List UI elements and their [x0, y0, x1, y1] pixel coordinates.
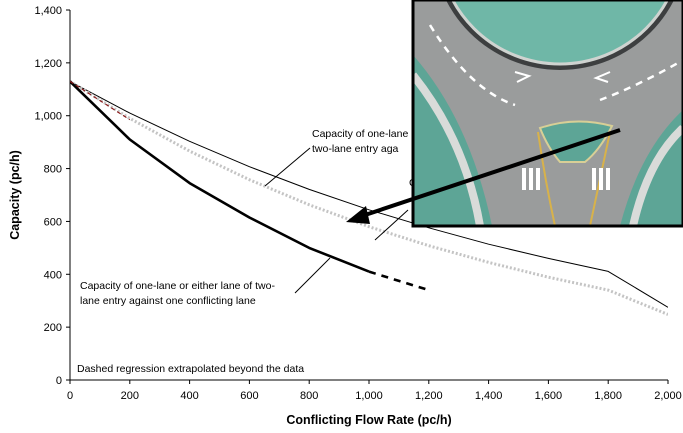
y-tick-label: 200 — [44, 322, 62, 334]
annotation-note: Dashed regression extrapolated beyond th… — [77, 363, 304, 375]
callout-arrow — [346, 128, 621, 224]
x-tick-label: 600 — [240, 390, 258, 402]
x-tick-label: 0 — [67, 390, 73, 402]
x-tick-label: 1,600 — [535, 390, 563, 402]
y-tick-label: 0 — [56, 375, 62, 387]
y-tick-label: 800 — [44, 164, 62, 176]
x-tick-label: 1,200 — [415, 390, 443, 402]
annotation-bottom-line2: lane entry against one conflicting lane — [80, 295, 256, 307]
x-tick-label: 400 — [180, 390, 198, 402]
series-line-thin-solid — [70, 80, 668, 308]
series-group — [70, 80, 668, 316]
x-tick-label: 1,800 — [594, 390, 622, 402]
x-tick-label: 1,400 — [475, 390, 503, 402]
series-line-thick-dashed — [368, 270, 430, 292]
annotation-bottom-pointer — [294, 257, 331, 294]
tick-group: 0 200 400 600 800 1,000 1,200 1,400 1,600 1,800 2,… — [34, 5, 681, 402]
y-tick-label: 1,000 — [34, 111, 62, 123]
y-axis-title: Capacity (pc/h) — [8, 150, 22, 240]
annotation-top-line2: two-lane entry aga — [312, 143, 399, 155]
series-line-regression-short — [70, 80, 131, 121]
x-tick-label: 800 — [300, 390, 318, 402]
y-tick-label: 1,200 — [34, 58, 62, 70]
y-tick-label: 600 — [44, 216, 62, 228]
x-axis-title: Conflicting Flow Rate (pc/h) — [286, 413, 451, 427]
y-tick-label: 1,400 — [34, 5, 62, 17]
x-tick-label: 2,000 — [654, 390, 682, 402]
roundabout-inset-image — [411, 0, 683, 228]
annotation-top-line1: Capacity of one-lane — [312, 128, 408, 140]
annotation-mid-pointer — [374, 209, 409, 241]
y-tick-label: 400 — [44, 269, 62, 281]
series-line-grey-dotted — [70, 80, 668, 316]
series-line-thick-solid — [70, 80, 370, 273]
x-tick-label: 200 — [121, 390, 139, 402]
x-tick-label: 1,000 — [355, 390, 383, 402]
annotation-top-pointer — [264, 147, 311, 187]
annotation-bottom-line1: Capacity of one-lane or either lane of t… — [80, 280, 275, 292]
